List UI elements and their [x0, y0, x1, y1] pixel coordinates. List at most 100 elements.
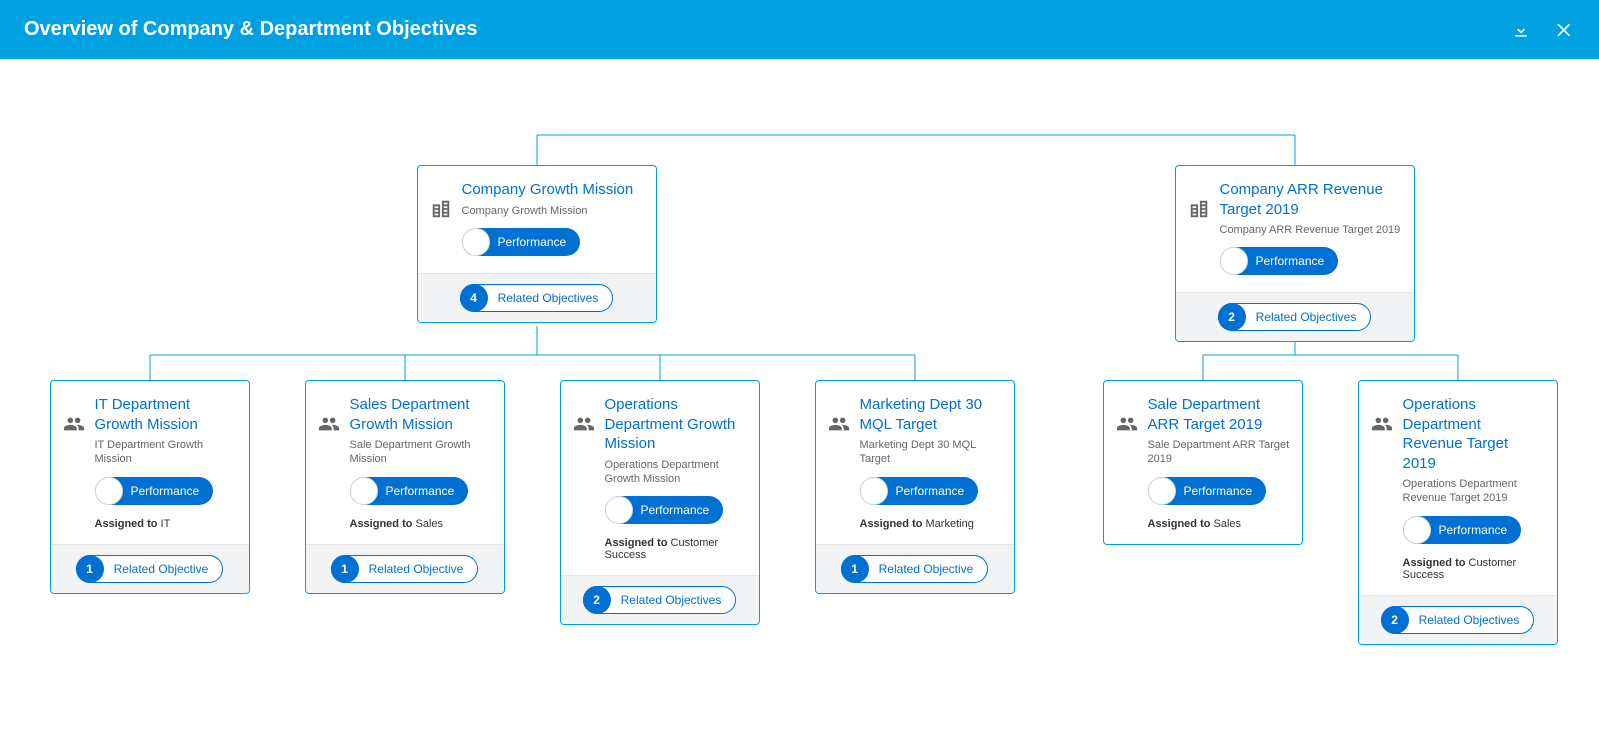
performance-toggle[interactable]: Performance — [350, 477, 469, 505]
performance-label: Performance — [386, 484, 455, 498]
related-objectives-button[interactable]: 4 Related Objectives — [460, 284, 614, 312]
objective-card[interactable]: IT Department Growth MissionIT Departmen… — [50, 380, 250, 594]
performance-label: Performance — [1184, 484, 1253, 498]
objective-card[interactable]: Sale Department ARR Target 2019 Sale Depa… — [1103, 380, 1303, 545]
related-count: 4 — [460, 284, 488, 312]
card-footer: 4 Related Objectives — [418, 273, 656, 322]
objective-card[interactable]: Marketing Dept 30 MQL Target Marketing De… — [815, 380, 1015, 594]
card-body: Operations Department Growth Mission Oper… — [561, 381, 759, 575]
objective-subtitle: Company ARR Revenue Target 2019 — [1220, 223, 1402, 237]
card-icon-wrap — [318, 395, 342, 530]
performance-toggle[interactable]: Performance — [1403, 516, 1522, 544]
objective-title[interactable]: Company Growth Mission — [462, 180, 644, 200]
card-icon-wrap — [573, 395, 597, 561]
page-title: Overview of Company & Department Objecti… — [24, 18, 477, 41]
related-label: Related Objectives — [1419, 613, 1520, 627]
objective-subtitle: Operations Department Growth Mission — [605, 458, 747, 487]
card-icon-wrap — [63, 395, 87, 530]
card-body: IT Department Growth MissionIT Departmen… — [51, 381, 249, 544]
people-icon — [318, 413, 340, 435]
card-icon-wrap — [430, 180, 454, 259]
download-icon[interactable] — [1511, 20, 1531, 40]
performance-toggle[interactable]: Performance — [1148, 477, 1267, 505]
objective-subtitle: Operations Department Revenue Target 201… — [1403, 477, 1545, 506]
performance-toggle[interactable]: Performance — [95, 477, 214, 505]
header: Overview of Company & Department Objecti… — [0, 0, 1599, 60]
performance-toggle[interactable]: Performance — [860, 477, 979, 505]
related-count: 2 — [1218, 303, 1246, 331]
assigned-to: Assigned to Sales — [350, 518, 492, 530]
card-body: Sale Department ARR Target 2019 Sale Depa… — [1104, 381, 1302, 544]
related-objectives-button[interactable]: 1 Related Objective — [841, 555, 989, 583]
building-icon — [430, 198, 452, 220]
objective-card[interactable]: Operations Department Revenue Target 201… — [1358, 380, 1558, 645]
assigned-to-label: Assigned to — [1148, 518, 1211, 530]
performance-dot — [1220, 247, 1248, 275]
performance-toggle[interactable]: Performance — [605, 496, 724, 524]
objective-card[interactable]: Company ARR Revenue Target 2019 Company A… — [1175, 165, 1415, 342]
related-objectives-button[interactable]: 2 Related Objectives — [1381, 606, 1535, 634]
building-icon — [1188, 198, 1210, 220]
related-objectives-button[interactable]: 1Related Objective — [331, 555, 479, 583]
objective-title[interactable]: Marketing Dept 30 MQL Target — [860, 395, 1002, 434]
related-label: Related Objective — [879, 562, 974, 576]
performance-dot — [860, 477, 888, 505]
related-count: 2 — [1381, 606, 1409, 634]
related-label: Related Objective — [369, 562, 464, 576]
card-icon-wrap — [1371, 395, 1395, 581]
card-footer: 2 Related Objectives — [561, 575, 759, 624]
related-objectives-button[interactable]: 2 Related Objectives — [583, 586, 737, 614]
performance-toggle[interactable]: Performance — [462, 228, 581, 256]
objective-title[interactable]: Operations Department Revenue Target 201… — [1403, 395, 1545, 473]
assigned-to: Assigned to Sales — [1148, 518, 1290, 530]
performance-dot — [462, 228, 490, 256]
objective-title[interactable]: Sales Department Growth Mission — [350, 395, 492, 434]
objective-title[interactable]: IT Department Growth Mission — [95, 395, 237, 434]
assigned-to: Assigned to Customer Success — [605, 537, 747, 561]
objective-title[interactable]: Operations Department Growth Mission — [605, 395, 747, 454]
assigned-to-label: Assigned to — [605, 537, 668, 549]
card-footer: 1 Related Objective — [816, 544, 1014, 593]
assigned-to: Assigned to Customer Success — [1403, 557, 1545, 581]
performance-label: Performance — [896, 484, 965, 498]
objective-subtitle: Marketing Dept 30 MQL Target — [860, 438, 1002, 467]
card-icon-wrap — [828, 395, 852, 530]
performance-toggle[interactable]: Performance — [1220, 247, 1339, 275]
people-icon — [63, 413, 85, 435]
related-count: 2 — [583, 586, 611, 614]
assigned-to-value: Sales — [1214, 518, 1242, 530]
related-label: Related Objectives — [1256, 310, 1357, 324]
objective-card[interactable]: Sales Department Growth MissionSale Depa… — [305, 380, 505, 594]
card-body: Company Growth MissionCompany Growth Mis… — [418, 166, 656, 273]
close-icon[interactable] — [1555, 20, 1575, 40]
card-body: Operations Department Revenue Target 201… — [1359, 381, 1557, 595]
performance-label: Performance — [641, 503, 710, 517]
related-objectives-button[interactable]: 1Related Objective — [76, 555, 224, 583]
assigned-to-value: Marketing — [926, 518, 974, 530]
people-icon — [828, 413, 850, 435]
people-icon — [1116, 413, 1138, 435]
objective-card[interactable]: Company Growth MissionCompany Growth Mis… — [417, 165, 657, 323]
related-label: Related Objectives — [621, 593, 722, 607]
assigned-to: Assigned to IT — [95, 518, 237, 530]
objective-card[interactable]: Operations Department Growth Mission Oper… — [560, 380, 760, 625]
objective-title[interactable]: Sale Department ARR Target 2019 — [1148, 395, 1290, 434]
assigned-to-value: Sales — [416, 518, 444, 530]
card-body: Marketing Dept 30 MQL Target Marketing De… — [816, 381, 1014, 544]
related-count: 1 — [841, 555, 869, 583]
assigned-to-label: Assigned to — [1403, 557, 1466, 569]
objective-subtitle: Sale Department ARR Target 2019 — [1148, 438, 1290, 467]
performance-dot — [1403, 516, 1431, 544]
card-footer: 1Related Objective — [306, 544, 504, 593]
assigned-to-label: Assigned to — [95, 518, 158, 530]
related-objectives-button[interactable]: 2 Related Objectives — [1218, 303, 1372, 331]
related-label: Related Objectives — [498, 291, 599, 305]
card-footer: 2 Related Objectives — [1176, 292, 1414, 341]
objective-title[interactable]: Company ARR Revenue Target 2019 — [1220, 180, 1402, 219]
assigned-to: Assigned to Marketing — [860, 518, 1002, 530]
performance-dot — [350, 477, 378, 505]
card-icon-wrap — [1188, 180, 1212, 278]
performance-dot — [605, 496, 633, 524]
org-chart-canvas: Company Growth MissionCompany Growth Mis… — [20, 60, 1580, 680]
people-icon — [1371, 413, 1393, 435]
